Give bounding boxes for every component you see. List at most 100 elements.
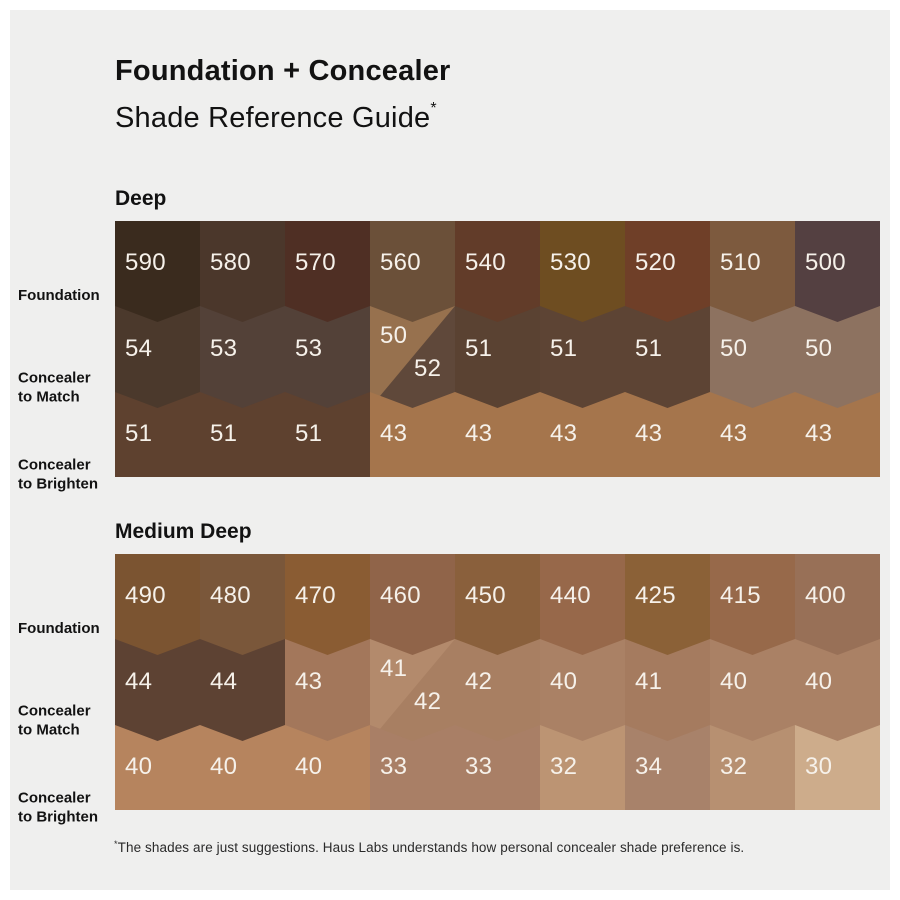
shade-number: 51: [635, 335, 663, 362]
shade-swatch: 50 52: [370, 306, 455, 408]
shade-swatch: 51: [115, 392, 200, 477]
shade-number: 34: [635, 753, 663, 780]
shade-swatch: 41: [625, 639, 710, 741]
shade-number: 50: [380, 322, 408, 349]
shade-swatch: 53: [200, 306, 285, 408]
shade-number: 33: [465, 753, 493, 780]
swatch-row-match: 44 44 43 41 42 42 40 41 40 40: [115, 639, 880, 741]
shade-swatch: 560: [370, 221, 455, 322]
shade-number: 415: [720, 582, 761, 609]
shade-number: 460: [380, 582, 421, 609]
shade-number: 51: [465, 335, 493, 362]
shade-swatch: 43: [285, 639, 370, 741]
shade-number: 480: [210, 582, 251, 609]
shade-number: 43: [465, 420, 493, 447]
section-medium-deep: Medium Deep Foundation Concealer to Matc…: [0, 520, 900, 825]
shade-number: 51: [550, 335, 578, 362]
shade-number: 42: [465, 668, 493, 695]
title-line-1: Foundation + Concealer: [115, 55, 451, 87]
shade-swatch: 51: [455, 306, 540, 408]
shade-swatch: 40: [540, 639, 625, 741]
shade-table-medium-deep: 490 480 470 460 450 440 425 415 400 44 44 43 41 42 42 4…: [115, 554, 880, 810]
shade-swatch: 51: [285, 392, 370, 477]
shade-number: 40: [125, 753, 153, 780]
shade-swatch: 33: [455, 725, 540, 810]
row-label-concealer-to-brighten: Concealer to Brighten: [18, 789, 98, 826]
row-label-concealer-to-brighten: Concealer to Brighten: [18, 456, 98, 493]
shade-swatch: 54: [115, 306, 200, 408]
shade-swatch: 580: [200, 221, 285, 322]
shade-swatch: 43: [370, 392, 455, 477]
shade-number: 540: [465, 249, 506, 276]
shade-swatch: 51: [540, 306, 625, 408]
shade-swatch: 570: [285, 221, 370, 322]
swatch-row-foundation: 590 580 570 560 540 530 520 510 500: [115, 221, 880, 322]
shade-number: 51: [125, 420, 153, 447]
shade-number: 425: [635, 582, 676, 609]
shade-swatch: 540: [455, 221, 540, 322]
shade-swatch: 40: [115, 725, 200, 810]
row-label-foundation: Foundation: [18, 286, 100, 304]
shade-swatch: 490: [115, 554, 200, 655]
row-label-concealer-to-match: Concealer to Match: [18, 369, 91, 406]
title-line-2: Shade Reference Guide*: [115, 90, 451, 137]
swatch-row-brighten: 40 40 40 33 33 32 34 32 30: [115, 725, 880, 810]
shade-swatch: 460: [370, 554, 455, 655]
shade-swatch: 500: [795, 221, 880, 322]
shade-swatch: 42: [455, 639, 540, 741]
shade-swatch: 50: [710, 306, 795, 408]
row-label-concealer-to-match: Concealer to Match: [18, 702, 91, 739]
swatch-row-foundation: 490 480 470 460 450 440 425 415 400: [115, 554, 880, 655]
shade-table-deep: 590 580 570 560 540 530 520 510 500 54 53 53 50 52 51 5…: [115, 221, 880, 477]
shade-number: 490: [125, 582, 166, 609]
shade-swatch: 40: [200, 725, 285, 810]
shade-swatch: 510: [710, 221, 795, 322]
shade-swatch: 520: [625, 221, 710, 322]
shade-number: 43: [805, 420, 833, 447]
shade-number: 53: [295, 335, 323, 362]
swatch-row-brighten: 51 51 51 43 43 43 43 43 43: [115, 392, 880, 477]
title-asterisk: *: [430, 100, 437, 117]
shade-number: 530: [550, 249, 591, 276]
row-label-gutter: Foundation Concealer to Match Concealer …: [0, 221, 115, 492]
title-line-2-text: Shade Reference Guide: [115, 102, 431, 134]
shade-number: 30: [805, 753, 833, 780]
shade-swatch: 53: [285, 306, 370, 408]
section-deep-heading: Deep: [115, 187, 167, 210]
shade-swatch: 32: [540, 725, 625, 810]
shade-number: 52: [414, 355, 442, 382]
shade-number: 33: [380, 753, 408, 780]
shade-number: 440: [550, 582, 591, 609]
shade-swatch: 44: [115, 639, 200, 741]
shade-number: 44: [210, 668, 238, 695]
shade-number: 450: [465, 582, 506, 609]
section-deep: Deep Foundation Concealer to Match Conce…: [0, 187, 900, 492]
shade-number: 41: [635, 668, 663, 695]
shade-swatch: 400: [795, 554, 880, 655]
shade-number: 40: [210, 753, 238, 780]
shade-swatch: 50: [795, 306, 880, 408]
footnote-asterisk: *: [114, 839, 118, 849]
shade-swatch: 425: [625, 554, 710, 655]
shade-number: 40: [550, 668, 578, 695]
shade-number: 51: [295, 420, 323, 447]
row-label-gutter: Foundation Concealer to Match Concealer …: [0, 554, 115, 825]
shade-swatch: 43: [540, 392, 625, 477]
shade-swatch: 43: [710, 392, 795, 477]
shade-number: 40: [295, 753, 323, 780]
shade-number: 32: [720, 753, 748, 780]
shade-number: 580: [210, 249, 251, 276]
shade-number: 43: [380, 420, 408, 447]
shade-number: 43: [550, 420, 578, 447]
shade-swatch: 480: [200, 554, 285, 655]
shade-number: 32: [550, 753, 578, 780]
shade-swatch: 44: [200, 639, 285, 741]
shade-swatch: 43: [625, 392, 710, 477]
shade-number: 51: [210, 420, 238, 447]
section-medium-deep-heading: Medium Deep: [115, 520, 252, 543]
row-label-foundation: Foundation: [18, 619, 100, 637]
footnote-text: The shades are just suggestions. Haus La…: [117, 840, 745, 855]
shade-swatch: 33: [370, 725, 455, 810]
shade-number: 54: [125, 335, 153, 362]
